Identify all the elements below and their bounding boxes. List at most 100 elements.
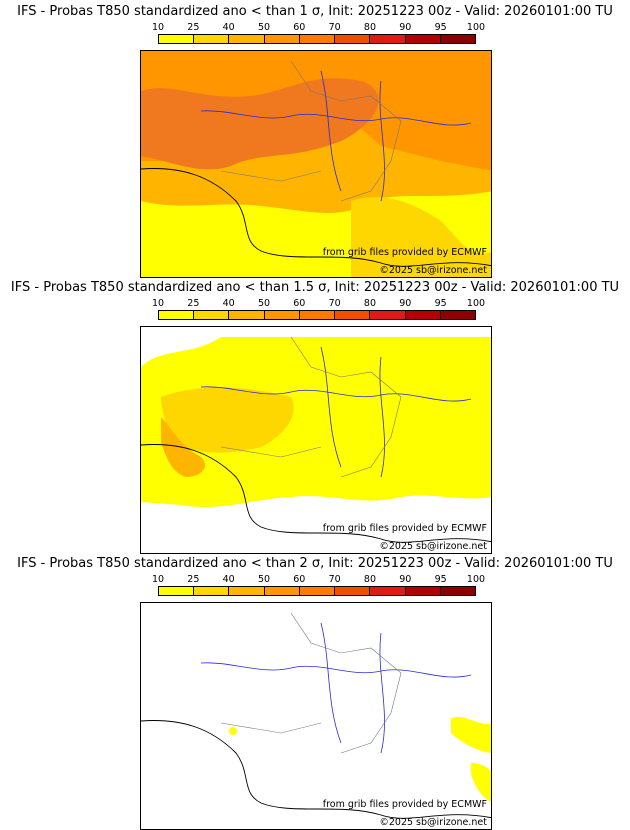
colorbar-tick: 25 (187, 22, 200, 33)
colorbar-swatch (335, 587, 371, 595)
colorbar-tick: 90 (399, 574, 412, 585)
colorbar-tick: 50 (257, 298, 271, 309)
colorbar-tick: 10 (151, 22, 165, 33)
colorbar-swatch (159, 311, 195, 319)
colorbar-swatch (370, 587, 406, 595)
field-low (141, 337, 491, 508)
colorbar-ticks: 10 25 40 50 60 70 80 90 95 100 (152, 298, 485, 310)
colorbar (158, 34, 476, 44)
field-low (451, 716, 491, 753)
colorbar-ticks: 10 25 40 50 60 70 80 90 95 100 (152, 22, 485, 34)
map-svg (141, 51, 491, 277)
colorbar-swatch (405, 587, 441, 595)
colorbar-swatch (405, 311, 441, 319)
colorbar-tick: 95 (434, 574, 447, 585)
map-panel-3: IFS - Probas T850 standardized ano < tha… (0, 552, 630, 830)
probability-map: from grib files provided by ECMWF ©2025 … (140, 50, 492, 278)
field-low (229, 727, 237, 735)
river (320, 70, 385, 202)
colorbar-swatch (370, 35, 406, 43)
colorbar-swatch (194, 311, 230, 319)
colorbar (158, 310, 476, 320)
colorbar-ticks: 10 25 40 50 60 70 80 90 95 100 (152, 574, 485, 586)
panel-title: IFS - Probas T850 standardized ano < tha… (17, 556, 613, 571)
border (220, 336, 402, 478)
colorbar-tick: 70 (328, 298, 341, 309)
colorbar-tick: 90 (399, 298, 412, 309)
colorbar-swatch (264, 35, 300, 43)
colorbar-swatch (194, 35, 230, 43)
colorbar-tick: 25 (187, 298, 200, 309)
colorbar-swatch (159, 35, 195, 43)
colorbar-swatch (299, 311, 336, 319)
colorbar-tick: 10 (151, 298, 165, 309)
colorbar-swatch (370, 311, 406, 319)
colorbar-tick: 60 (293, 22, 306, 33)
colorbar-tick: 100 (466, 22, 486, 33)
colorbar-swatch (440, 587, 475, 595)
colorbar-tick: 100 (466, 574, 486, 585)
colorbar-tick: 40 (222, 574, 235, 585)
colorbar-tick: 70 (328, 574, 341, 585)
river (200, 386, 472, 402)
credit-source: from grib files provided by ECMWF (322, 799, 487, 810)
colorbar-tick: 10 (151, 574, 165, 585)
colorbar-swatch (335, 311, 371, 319)
colorbar-swatch (299, 35, 336, 43)
colorbar-tick: 95 (434, 298, 447, 309)
panel-title: IFS - Probas T850 standardized ano < tha… (10, 280, 620, 295)
border (220, 612, 402, 754)
colorbar-swatch (229, 35, 265, 43)
colorbar-tick: 40 (222, 22, 235, 33)
credit-copyright: ©2025 sb@irizone.net (379, 265, 487, 276)
colorbar-tick: 100 (466, 298, 486, 309)
colorbar-tick: 40 (222, 298, 235, 309)
border (220, 60, 402, 202)
colorbar-swatch (440, 35, 475, 43)
colorbar-tick: 80 (363, 574, 377, 585)
field-25 (161, 387, 294, 453)
colorbar-tick: 95 (434, 22, 447, 33)
probability-map: from grib files provided by ECMWF ©2025 … (140, 602, 492, 830)
credit-copyright: ©2025 sb@irizone.net (379, 817, 487, 828)
colorbar-tick: 90 (399, 22, 412, 33)
river (320, 622, 385, 754)
colorbar-swatch (405, 35, 441, 43)
probability-map: from grib files provided by ECMWF ©2025 … (140, 326, 492, 554)
colorbar (158, 586, 476, 596)
colorbar-swatch (299, 587, 336, 595)
colorbar-swatch (194, 587, 230, 595)
field-25 (351, 197, 491, 277)
colorbar-swatch (229, 311, 265, 319)
colorbar-swatch (264, 587, 300, 595)
map-panel-2: IFS - Probas T850 standardized ano < tha… (0, 276, 630, 554)
credit-copyright: ©2025 sb@irizone.net (379, 541, 487, 552)
map-svg (141, 327, 491, 553)
map-panel-1: IFS - Probas T850 standardized ano < tha… (0, 0, 630, 278)
field-base (141, 603, 491, 829)
colorbar-tick: 50 (257, 574, 271, 585)
field-70 (141, 78, 379, 170)
colorbar-tick: 80 (363, 22, 377, 33)
colorbar-swatch (159, 587, 195, 595)
colorbar-tick: 70 (328, 22, 341, 33)
map-svg (141, 603, 491, 829)
credit-source: from grib files provided by ECMWF (322, 523, 487, 534)
credit-source: from grib files provided by ECMWF (322, 247, 487, 258)
colorbar-swatch (440, 311, 475, 319)
colorbar-tick: 80 (363, 298, 377, 309)
colorbar-swatch (264, 311, 300, 319)
coastline (141, 444, 491, 543)
river (200, 662, 472, 678)
colorbar-tick: 50 (257, 22, 271, 33)
colorbar-tick: 60 (293, 574, 306, 585)
colorbar-tick: 60 (293, 298, 306, 309)
river (200, 110, 472, 126)
panel-title: IFS - Probas T850 standardized ano < tha… (17, 4, 613, 19)
coastline (141, 720, 491, 819)
field-low (471, 763, 491, 802)
river (320, 346, 385, 478)
colorbar-swatch (335, 35, 371, 43)
coastline (141, 168, 491, 267)
colorbar-tick: 25 (187, 574, 200, 585)
